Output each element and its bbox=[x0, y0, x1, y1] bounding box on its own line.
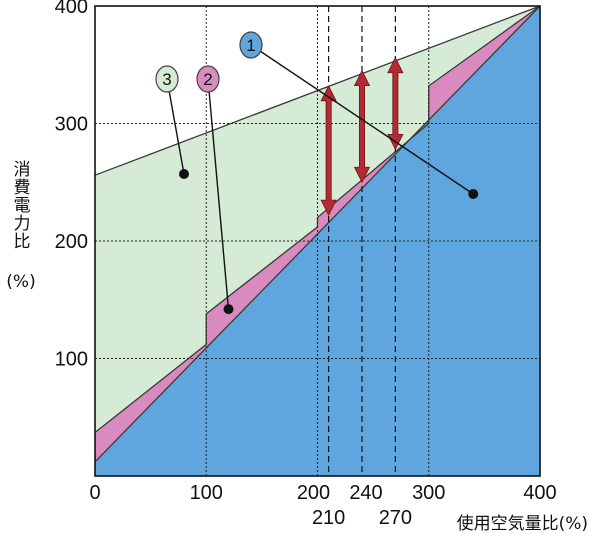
callout-leader-2 bbox=[207, 78, 230, 310]
y-tick-label-100: 100 bbox=[55, 349, 88, 371]
x-tick-label-240: 240 bbox=[349, 482, 382, 504]
callout-leader-3 bbox=[166, 78, 185, 175]
y-axis-unit: (%) bbox=[6, 272, 35, 292]
y-axis-label-char-0: 消 bbox=[14, 160, 31, 180]
double-arrow-270 bbox=[387, 56, 404, 151]
callout-label-1: 1 bbox=[246, 36, 255, 55]
chart-double-arrows bbox=[320, 56, 404, 217]
double-arrow-210 bbox=[320, 85, 337, 217]
chart-frame bbox=[94, 5, 541, 477]
x-tick-label-100: 100 bbox=[190, 482, 223, 504]
callout-dot-2 bbox=[223, 304, 234, 315]
callout-bubble-3 bbox=[155, 65, 179, 93]
chart-tick-labels: 0 100 200 240 300 400 210 270 100 200 300 400 bbox=[55, 0, 557, 529]
x-tick-label-400: 400 bbox=[523, 482, 556, 504]
x-tick-label-0: 0 bbox=[89, 482, 100, 504]
x-tick-label-300: 300 bbox=[412, 482, 445, 504]
y-axis-label-char-2: 電 bbox=[14, 196, 31, 216]
y-tick-label-300: 300 bbox=[55, 114, 88, 136]
y-axis-label-char-4: 比 bbox=[14, 232, 31, 252]
x-tick-label-200: 200 bbox=[297, 482, 330, 504]
y-tick-label-200: 200 bbox=[55, 231, 88, 253]
plot-frame bbox=[94, 5, 541, 477]
chart-callouts: 1 2 3 bbox=[155, 31, 479, 315]
y-axis-label-char-3: 力 bbox=[14, 214, 31, 234]
callout-label-3: 3 bbox=[162, 70, 171, 89]
x-tick-label-210: 210 bbox=[312, 507, 345, 529]
callout-dot-1 bbox=[468, 189, 479, 199]
callout-label-2: 2 bbox=[203, 70, 212, 89]
x-axis-label: 使用空気量比(%) bbox=[457, 513, 588, 534]
y-axis-label-char-1: 費 bbox=[14, 178, 31, 198]
callout-bubble-2 bbox=[196, 65, 220, 93]
callout-bubble-1 bbox=[239, 31, 263, 59]
x-tick-label-270: 270 bbox=[379, 507, 412, 529]
chart-guide-lines bbox=[328, 6, 396, 476]
y-tick-label-400: 400 bbox=[55, 0, 88, 18]
double-arrow-240 bbox=[353, 69, 371, 184]
callout-dot-3 bbox=[179, 169, 189, 180]
callout-leader-1 bbox=[250, 44, 474, 195]
boundary-line-1 bbox=[94, 5, 541, 463]
